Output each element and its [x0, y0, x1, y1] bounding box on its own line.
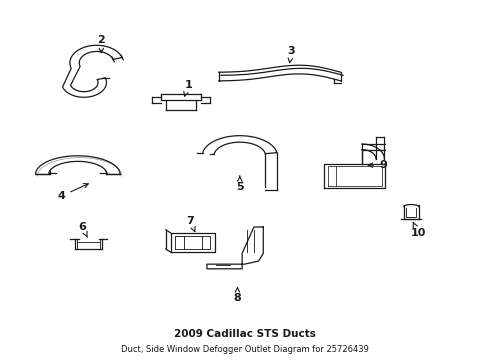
Text: 3: 3: [287, 46, 295, 63]
Text: 8: 8: [233, 287, 241, 303]
Text: 7: 7: [186, 216, 195, 231]
Text: 10: 10: [409, 222, 425, 238]
Text: 2: 2: [97, 35, 105, 53]
Text: 6: 6: [79, 222, 87, 237]
Text: 1: 1: [183, 80, 192, 96]
Text: Duct, Side Window Defogger Outlet Diagram for 25726439: Duct, Side Window Defogger Outlet Diagra…: [121, 345, 367, 354]
Text: 4: 4: [58, 184, 88, 201]
Text: 5: 5: [236, 176, 243, 192]
Text: 2009 Cadillac STS Ducts: 2009 Cadillac STS Ducts: [173, 329, 315, 339]
Text: 9: 9: [367, 160, 386, 170]
